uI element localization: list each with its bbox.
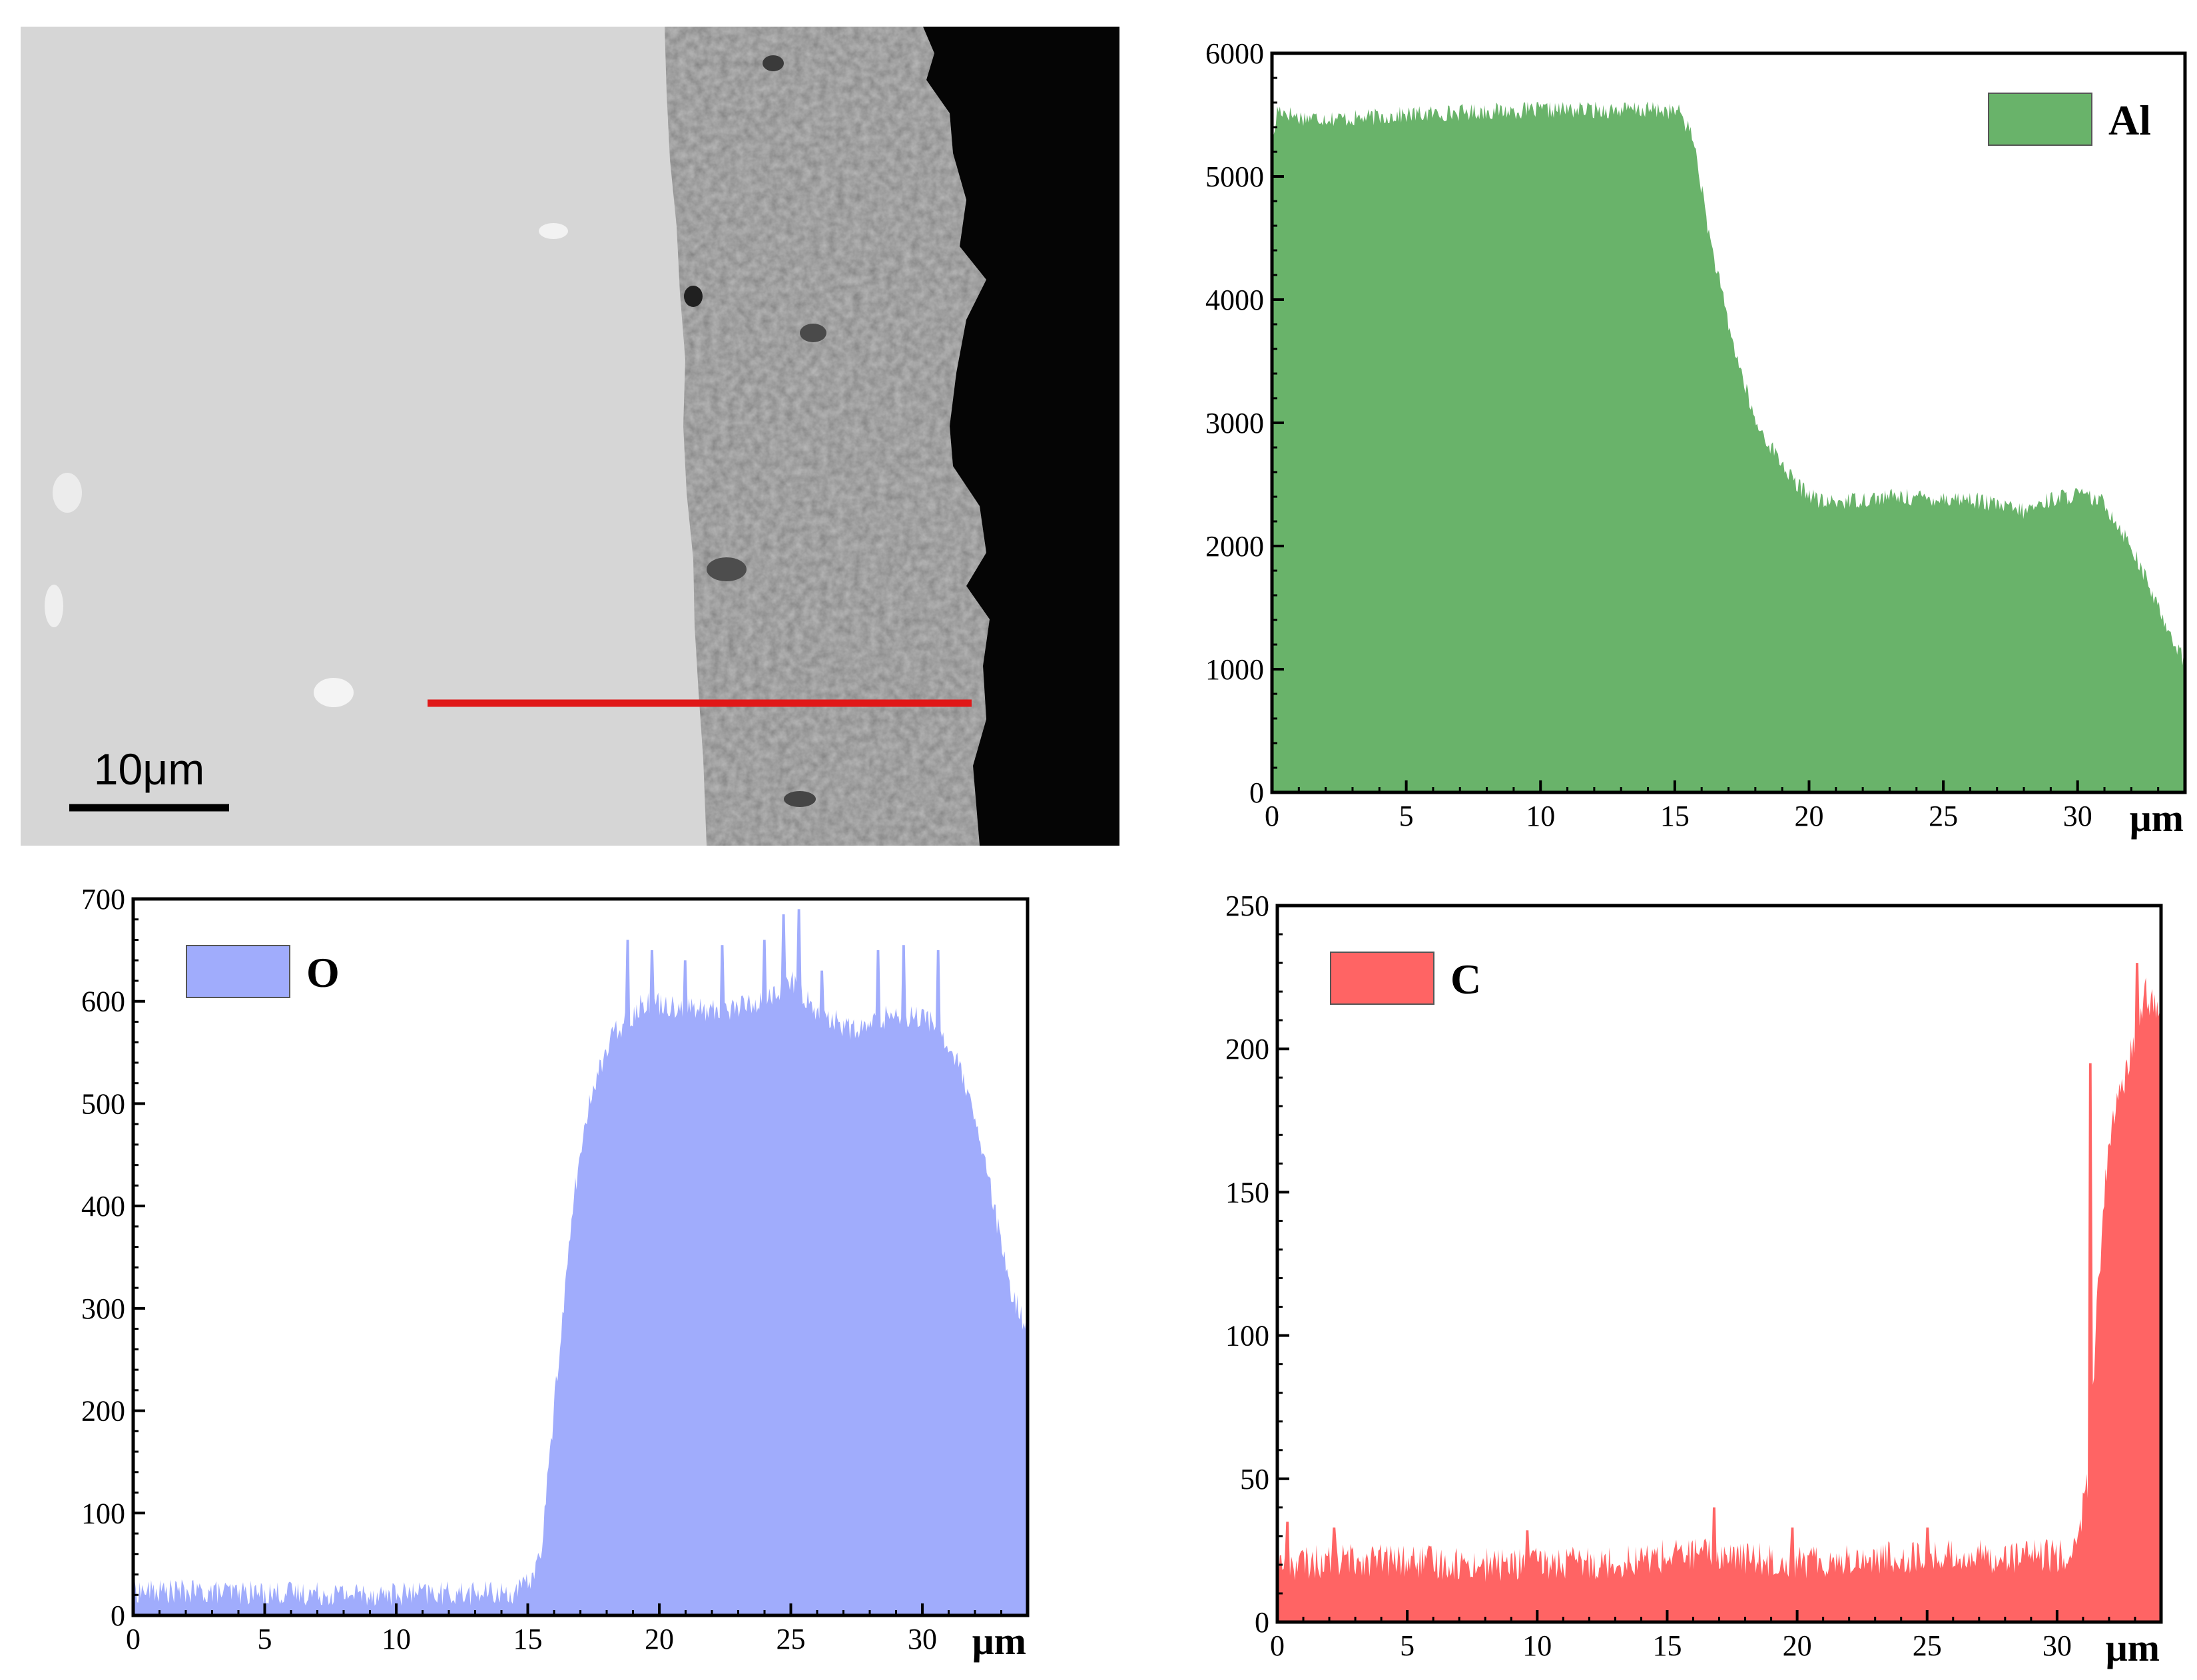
legend-swatch	[186, 945, 290, 998]
x-tick-label: 0	[1265, 800, 1279, 832]
x-tick-label: 0	[1270, 1629, 1285, 1662]
x-tick-label: 25	[1929, 800, 1958, 832]
x-axis-unit: μm	[2106, 1626, 2160, 1669]
legend-label: O	[306, 949, 340, 996]
sem-pore	[784, 791, 816, 807]
x-tick-label: 20	[1783, 1629, 1812, 1662]
x-tick-label: 20	[1794, 800, 1823, 832]
x-tick-label: 15	[1652, 1629, 1682, 1662]
y-tick-label: 0	[1249, 776, 1264, 809]
c-profile-chart: 0 5 10 15 20 25 30 μm 0 50 100 150 200 250 C	[1132, 879, 2197, 1680]
sem-micrograph: 10μm	[21, 27, 1119, 846]
y-tick-label: 100	[81, 1497, 125, 1530]
sem-inclusion	[314, 678, 354, 707]
y-tick-label: 200	[81, 1395, 125, 1428]
sem-inclusion	[539, 223, 568, 239]
sem-pore	[763, 55, 784, 71]
x-tick-label: 25	[1913, 1629, 1942, 1662]
x-tick-label: 20	[645, 1623, 674, 1655]
y-tick-label: 5000	[1205, 160, 1264, 193]
plot-frame	[1275, 904, 2163, 1624]
sem-inclusion	[45, 585, 63, 627]
x-tick-label: 30	[2063, 800, 2092, 832]
x-tick-label: 15	[513, 1623, 543, 1655]
al-profile-chart: 0 5 10 15 20 25 30 μm 0 1000 2000 3000 4000 5000 6000 A…	[1132, 27, 2197, 852]
area-series-al	[1272, 101, 2185, 792]
o-profile-chart: 0 5 10 15 20 25 30 μm 0 100 200 300 400 500 600 700 O	[0, 879, 1066, 1680]
y-tick-label: 500	[81, 1087, 125, 1120]
y-tick-label: 100	[1225, 1320, 1269, 1352]
x-tick-label: 15	[1660, 800, 1690, 832]
y-tick-label: 200	[1225, 1033, 1269, 1065]
area-series-o	[133, 909, 1028, 1615]
y-tick-label: 4000	[1205, 284, 1264, 316]
y-tick-label: 600	[81, 985, 125, 1018]
legend-label: C	[1450, 956, 1481, 1003]
x-tick-label: 10	[1522, 1629, 1552, 1662]
sem-pore	[684, 286, 703, 307]
scale-bar-label: 10μm	[94, 744, 204, 794]
legend-swatch	[1330, 952, 1434, 1005]
x-tick-label: 5	[1399, 800, 1414, 832]
y-tick-label: 3000	[1205, 407, 1264, 439]
y-tick-label: 1000	[1205, 653, 1264, 686]
y-tick-label: 300	[81, 1292, 125, 1325]
x-tick-label: 10	[382, 1623, 411, 1655]
sem-inclusion	[53, 473, 82, 513]
area-series-c	[1277, 963, 2161, 1622]
sem-substrate	[21, 27, 707, 846]
y-tick-label: 150	[1225, 1176, 1269, 1209]
x-tick-label: 5	[1400, 1629, 1414, 1662]
y-tick-label: 2000	[1205, 530, 1264, 563]
x-axis-unit: μm	[2130, 796, 2184, 840]
x-tick-label: 25	[777, 1623, 806, 1655]
x-tick-label: 5	[258, 1623, 272, 1655]
x-tick-label: 0	[126, 1623, 141, 1655]
x-tick-label: 30	[908, 1623, 937, 1655]
y-tick-label: 400	[81, 1190, 125, 1223]
sem-pore	[707, 557, 747, 581]
x-tick-label: 30	[2042, 1629, 2072, 1662]
legend-swatch	[1988, 93, 2092, 146]
sem-pore	[800, 324, 826, 342]
y-tick-label: 0	[1255, 1606, 1269, 1639]
x-tick-label: 10	[1526, 800, 1555, 832]
y-tick-label: 6000	[1205, 37, 1264, 70]
y-tick-label: 0	[111, 1599, 125, 1632]
legend-label: Al	[2108, 97, 2151, 144]
x-axis-unit: μm	[972, 1619, 1026, 1663]
y-tick-label: 250	[1225, 890, 1269, 922]
y-tick-label: 700	[81, 883, 125, 916]
y-tick-label: 50	[1240, 1463, 1269, 1496]
